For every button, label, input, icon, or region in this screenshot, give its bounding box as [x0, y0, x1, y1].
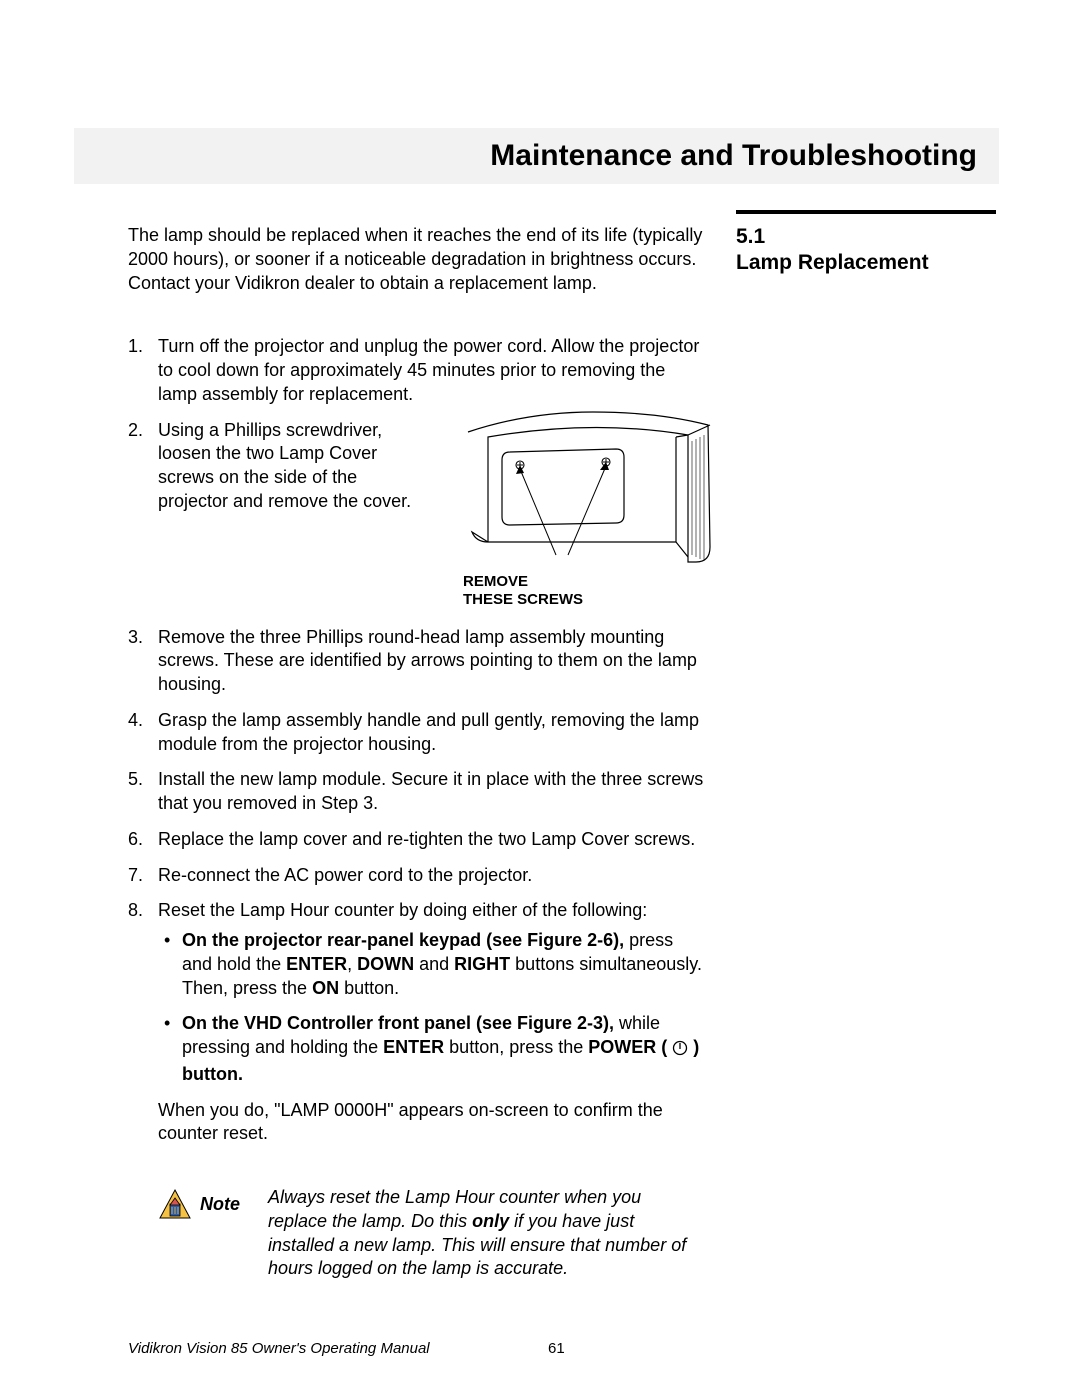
step-8b: On the VHD Controller front panel (see F… — [158, 1012, 704, 1086]
step-8-after: When you do, "LAMP 0000H" appears on-scr… — [158, 1099, 704, 1147]
figure-caption: REMOVE THESE SCREWS — [463, 573, 583, 609]
section-rule — [736, 210, 996, 214]
step-3: Remove the three Phillips round-head lam… — [128, 626, 704, 697]
section-heading-sidebar: 5.1 Lamp Replacement — [736, 210, 998, 277]
step-4: Grasp the lamp assembly handle and pull … — [128, 709, 704, 757]
page-footer: Vidikron Vision 85 Owner's Operating Man… — [128, 1340, 704, 1357]
step-8-text: Reset the Lamp Hour counter by doing eit… — [158, 900, 647, 920]
step-5: Install the new lamp module. Secure it i… — [128, 768, 704, 816]
footer-page-number: 61 — [548, 1340, 565, 1357]
footer-manual-name: Vidikron Vision 85 Owner's Operating Man… — [128, 1340, 430, 1357]
s8b-pre: On the VHD Controller front panel (see F… — [182, 1013, 614, 1033]
manual-page: Maintenance and Troubleshooting 5.1 Lamp… — [0, 0, 1080, 1397]
step-2: Using a Phillips screwdriver, loosen the… — [128, 419, 704, 614]
chapter-title-bar: Maintenance and Troubleshooting — [74, 128, 999, 184]
step-7: Re-connect the AC power cord to the proj… — [128, 864, 704, 888]
note-label: Note — [200, 1194, 240, 1215]
note-text: Always reset the Lamp Hour counter when … — [268, 1186, 704, 1281]
section-title: Lamp Replacement — [736, 250, 998, 276]
lamp-cover-figure — [458, 407, 728, 582]
figure-caption-l2: THESE SCREWS — [463, 591, 583, 608]
intro-paragraph: The lamp should be replaced when it reac… — [128, 224, 704, 295]
section-number: 5.1 — [736, 224, 998, 250]
steps-list: Turn off the projector and unplug the po… — [128, 335, 704, 1146]
main-content: The lamp should be replaced when it reac… — [128, 224, 704, 1281]
figure-caption-l1: REMOVE — [463, 573, 528, 590]
power-icon — [672, 1039, 688, 1063]
step-8a: On the projector rear-panel keypad (see … — [158, 929, 704, 1000]
warning-icon — [158, 1188, 192, 1227]
chapter-title: Maintenance and Troubleshooting — [490, 139, 977, 173]
step-8: Reset the Lamp Hour counter by doing eit… — [128, 899, 704, 1146]
step-6: Replace the lamp cover and re-tighten th… — [128, 828, 704, 852]
step-1: Turn off the projector and unplug the po… — [128, 335, 704, 406]
s8a-pre: On the projector rear-panel keypad (see … — [182, 930, 624, 950]
note-block: Note Always reset the Lamp Hour counter … — [128, 1186, 704, 1281]
step-2-text: Using a Phillips screwdriver, loosen the… — [158, 419, 428, 514]
step-8-sublist: On the projector rear-panel keypad (see … — [158, 929, 704, 1087]
